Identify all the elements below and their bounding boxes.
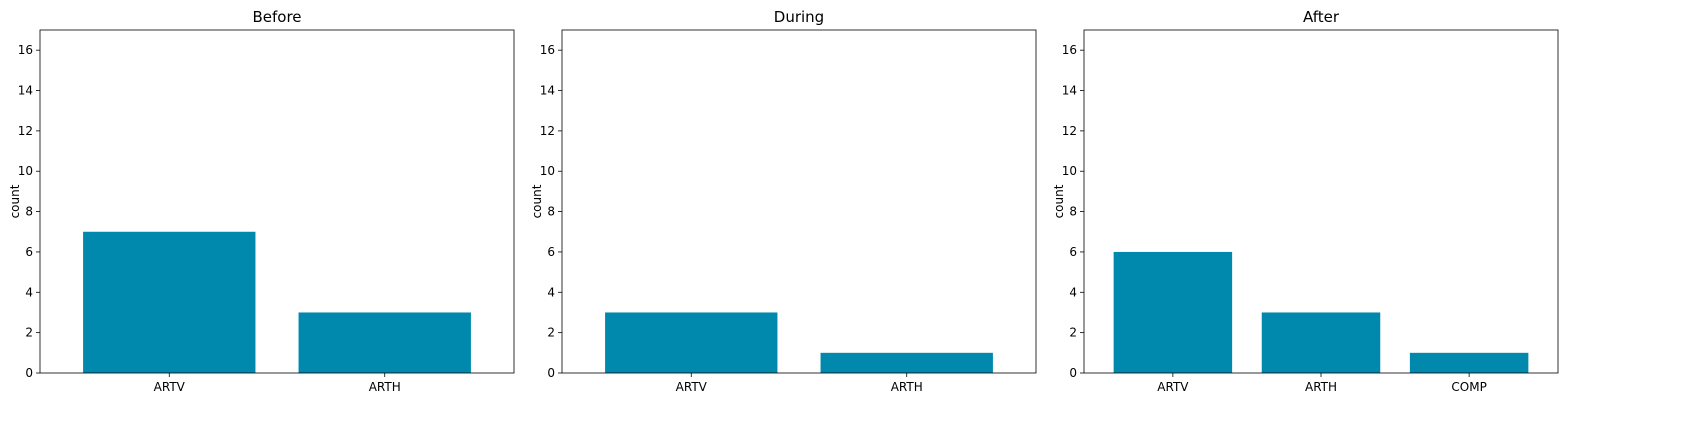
y-axis-label: count	[1052, 184, 1066, 218]
y-tick-label: 14	[18, 84, 33, 98]
y-tick-label: 12	[540, 124, 555, 138]
y-tick-label: 16	[1062, 43, 1077, 57]
y-tick-label: 12	[1062, 124, 1077, 138]
y-axis-label: count	[530, 184, 544, 218]
chart-panel-before: 0 2 4 6 8 10 12 14 16 ARTV ARTH Before count	[8, 8, 515, 394]
y-tick-label: 0	[1069, 366, 1077, 380]
y-tick-label: 0	[547, 366, 555, 380]
bar-artv	[1113, 251, 1233, 373]
y-tick-label: 6	[1069, 245, 1077, 259]
bar-comp	[1409, 352, 1529, 373]
y-tick-label: 10	[540, 164, 555, 178]
chart-title: After	[1303, 8, 1340, 26]
y-tick-label: 10	[1062, 164, 1077, 178]
x-tick-label-arth: ARTH	[891, 380, 923, 394]
y-tick-label: 10	[18, 164, 33, 178]
x-tick-label-artv: ARTV	[1157, 380, 1189, 394]
x-tick-label-arth: ARTH	[369, 380, 401, 394]
y-tick-label: 2	[1069, 326, 1077, 340]
bar-artv	[83, 231, 256, 373]
x-tick-label-comp: COMP	[1451, 380, 1486, 394]
y-tick-label: 8	[1069, 205, 1077, 219]
x-tick-label-arth: ARTH	[1305, 380, 1337, 394]
chart-title: During	[774, 8, 824, 26]
y-tick-label: 12	[18, 124, 33, 138]
y-tick-label: 16	[18, 43, 33, 57]
x-tick-label-artv: ARTV	[676, 380, 708, 394]
bar-artv	[605, 312, 778, 373]
y-tick-label: 6	[547, 245, 555, 259]
y-tick-label: 4	[1069, 285, 1077, 299]
chart-panel-after: 0 2 4 6 8 10 12 14 16 ARTV ARTH COMP After count	[1052, 8, 1559, 394]
x-tick-label-artv: ARTV	[154, 380, 186, 394]
chart-panel-during: 0 2 4 6 8 10 12 14 16 ARTV ARTH During count	[530, 8, 1037, 394]
y-tick-label: 4	[547, 285, 555, 299]
y-tick-label: 4	[25, 285, 33, 299]
chart-title: Before	[252, 8, 301, 26]
y-tick-label: 2	[25, 326, 33, 340]
bar-arth	[820, 352, 993, 373]
y-tick-label: 16	[540, 43, 555, 57]
y-tick-label: 0	[25, 366, 33, 380]
bar-arth	[298, 312, 471, 373]
y-tick-label: 8	[547, 205, 555, 219]
y-tick-label: 14	[1062, 84, 1077, 98]
y-tick-label: 8	[25, 205, 33, 219]
y-tick-label: 2	[547, 326, 555, 340]
bar-arth	[1261, 312, 1381, 373]
y-tick-label: 14	[540, 84, 555, 98]
y-axis-label: count	[8, 184, 22, 218]
axes-frame	[39, 29, 515, 374]
y-tick-label: 6	[25, 245, 33, 259]
axes-frame	[561, 29, 1037, 374]
